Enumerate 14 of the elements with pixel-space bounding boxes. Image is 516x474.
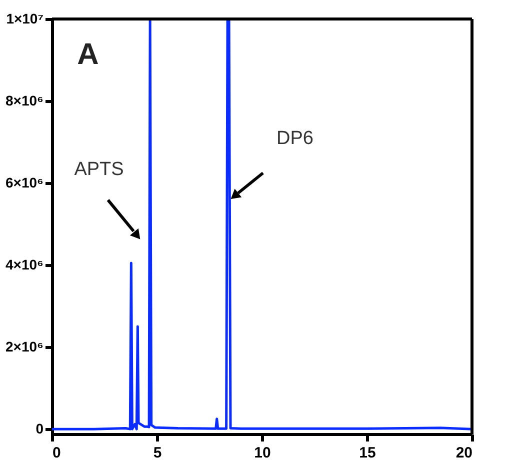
annotation: APTS bbox=[74, 159, 124, 180]
annotation: DP6 bbox=[276, 128, 314, 149]
x-tick-label: 15 bbox=[359, 444, 376, 462]
x-tick-label: 10 bbox=[254, 444, 271, 462]
x-tick-label: 20 bbox=[456, 444, 472, 462]
x-tick-label: 0 bbox=[52, 444, 61, 462]
y-tick-label: 8×10⁶ bbox=[6, 92, 44, 109]
y-tick-label: 4×10⁶ bbox=[6, 256, 44, 273]
x-tick-label: 5 bbox=[153, 444, 162, 462]
y-tick-label: 0 bbox=[36, 420, 44, 437]
y-tick-label: 2×10⁶ bbox=[6, 338, 44, 355]
y-tick-label: 1×10⁷ bbox=[6, 10, 44, 26]
annotation: A bbox=[77, 38, 99, 71]
y-tick-label: 6×10⁶ bbox=[6, 174, 44, 191]
